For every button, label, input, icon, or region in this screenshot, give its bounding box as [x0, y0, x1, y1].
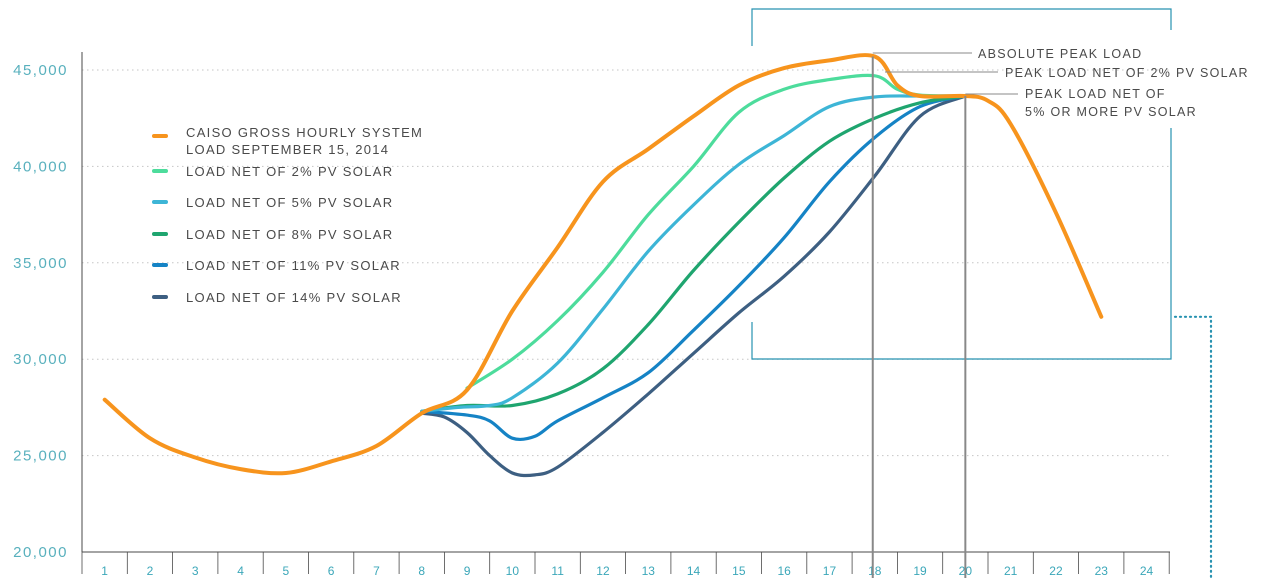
x-tick-label: 16 [777, 564, 791, 578]
annotation-peak-5pct-line2: 5% OR MORE PV SOLAR [1025, 105, 1197, 119]
x-tick-label: 14 [687, 564, 701, 578]
x-tick-label: 21 [1004, 564, 1018, 578]
x-tick-label: 17 [823, 564, 837, 578]
y-tick-label: 40,000 [13, 158, 68, 175]
x-tick-label: 6 [328, 564, 335, 578]
x-tick-label: 11 [551, 564, 564, 578]
series-line-14pct [420, 94, 967, 478]
x-tick-label: 22 [1049, 564, 1063, 578]
x-tick-label: 7 [373, 564, 380, 578]
peak-markers [871, 52, 1018, 578]
legend-label: LOAD NET OF 11% PV SOLAR [186, 258, 401, 273]
x-tick-label: 24 [1140, 564, 1154, 578]
legend: CAISO GROSS HOURLY SYSTEM LOAD SEPTEMBER … [152, 125, 423, 305]
x-tick-label: 5 [283, 564, 290, 578]
y-tick-label: 35,000 [13, 255, 68, 272]
annotation-absolute-peak: ABSOLUTE PEAK LOAD [978, 47, 1142, 61]
x-tick-label: 13 [642, 564, 656, 578]
y-tick-label: 20,000 [13, 544, 68, 561]
x-tick-label: 1 [101, 564, 108, 578]
x-tick-label: 10 [506, 564, 520, 578]
x-tick-label: 19 [913, 564, 927, 578]
annotation-peak-5pct-line1: PEAK LOAD NET OF [1025, 87, 1166, 101]
legend-label: LOAD NET OF 2% PV SOLAR [186, 164, 393, 179]
x-tick-label: 4 [237, 564, 244, 578]
legend-label: LOAD SEPTEMBER 15, 2014 [186, 142, 389, 157]
series-line-2pct [465, 73, 967, 390]
x-tick-label: 2 [147, 564, 154, 578]
series-line-8pct [420, 94, 967, 413]
callout-leader [1173, 315, 1213, 580]
y-tick-label: 30,000 [13, 351, 68, 368]
legend-label: LOAD NET OF 8% PV SOLAR [186, 227, 393, 242]
y-tick-label: 25,000 [13, 448, 68, 465]
x-tick-label: 18 [868, 564, 882, 578]
x-tick-label: 12 [596, 564, 610, 578]
series-line-5pct [420, 94, 967, 413]
callout-box [751, 8, 1213, 580]
legend-label: CAISO GROSS HOURLY SYSTEM [186, 125, 423, 140]
x-tick-label: 8 [418, 564, 425, 578]
gridlines [82, 69, 1170, 457]
legend-label: LOAD NET OF 14% PV SOLAR [186, 290, 402, 305]
legend-label: LOAD NET OF 5% PV SOLAR [186, 195, 393, 210]
series-lines [102, 53, 1104, 478]
x-tick-label: 3 [192, 564, 199, 578]
series-line-gross-load [102, 53, 1104, 476]
x-tick-label: 23 [1095, 564, 1109, 578]
y-tick-label: 45,000 [13, 62, 68, 79]
callout-box-top [751, 8, 1172, 46]
x-tick-label: 9 [464, 564, 471, 578]
series-line-11pct [420, 94, 967, 442]
annotation-peak-2pct: PEAK LOAD NET OF 2% PV SOLAR [1005, 66, 1249, 80]
x-tick-label: 15 [732, 564, 746, 578]
callout-box-bottom [751, 128, 1172, 360]
annotations: ABSOLUTE PEAK LOAD PEAK LOAD NET OF 2% PV… [978, 47, 1249, 119]
